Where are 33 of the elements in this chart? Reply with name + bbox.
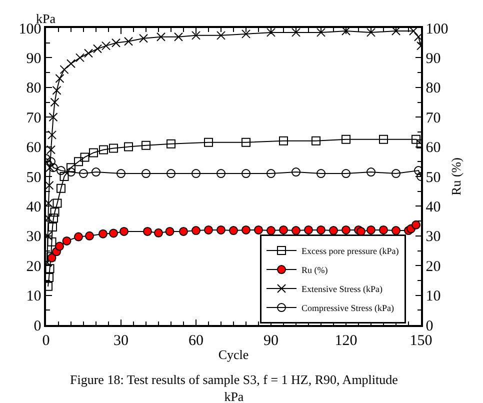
x-tick-label: 60	[188, 332, 204, 349]
y2-tick-label: 50	[426, 170, 441, 186]
legend-label: Extensive Stress (kPa)	[302, 284, 382, 294]
y2-tick-label: 80	[426, 80, 441, 97]
y-tick-label: 70	[26, 110, 42, 126]
y2-tick-label: 100	[426, 21, 448, 38]
y2-tick-label: 0	[426, 318, 434, 334]
x-tick-label: 90	[264, 332, 278, 349]
y2-tick-label: 30	[426, 229, 441, 246]
y2-axis-title: Ru (%)	[448, 158, 464, 196]
y-tick-label: 40	[26, 199, 42, 216]
y2-tick-label: 60	[426, 140, 441, 156]
y2-tick-label: 70	[426, 110, 441, 126]
x-axis-title: Cycle	[218, 346, 249, 362]
caption: Figure 18: Test results of sample S3, f = 1 HZ, R90, Amplitude kPa	[70, 372, 398, 403]
y2-tick-label: 90	[426, 50, 441, 67]
x-tick-label: 120	[334, 332, 358, 349]
y-tick-label: 50	[26, 170, 42, 186]
legend-label: Compressive Stress (kPa)	[302, 303, 394, 314]
y-tick-label: 30	[26, 229, 42, 246]
y2-tick-label: 10	[426, 288, 441, 305]
y-tick-label: 90	[26, 50, 42, 67]
y2-tick-label: 40	[426, 199, 441, 216]
legend-label: Excess pore pressure (kPa)	[302, 246, 399, 256]
y-tick-label: 80	[26, 80, 42, 97]
y2-tick-label: 20	[426, 258, 441, 275]
y-tick-label: 60	[26, 140, 42, 156]
legend-label: Ru (%)	[302, 265, 328, 276]
y-tick-label: 0	[34, 318, 42, 334]
x-tick-label: 30	[114, 332, 128, 349]
y-tick-label: 10	[26, 288, 42, 305]
x-tick-label: 150	[410, 332, 432, 349]
y-tick-label: 20	[26, 258, 42, 275]
